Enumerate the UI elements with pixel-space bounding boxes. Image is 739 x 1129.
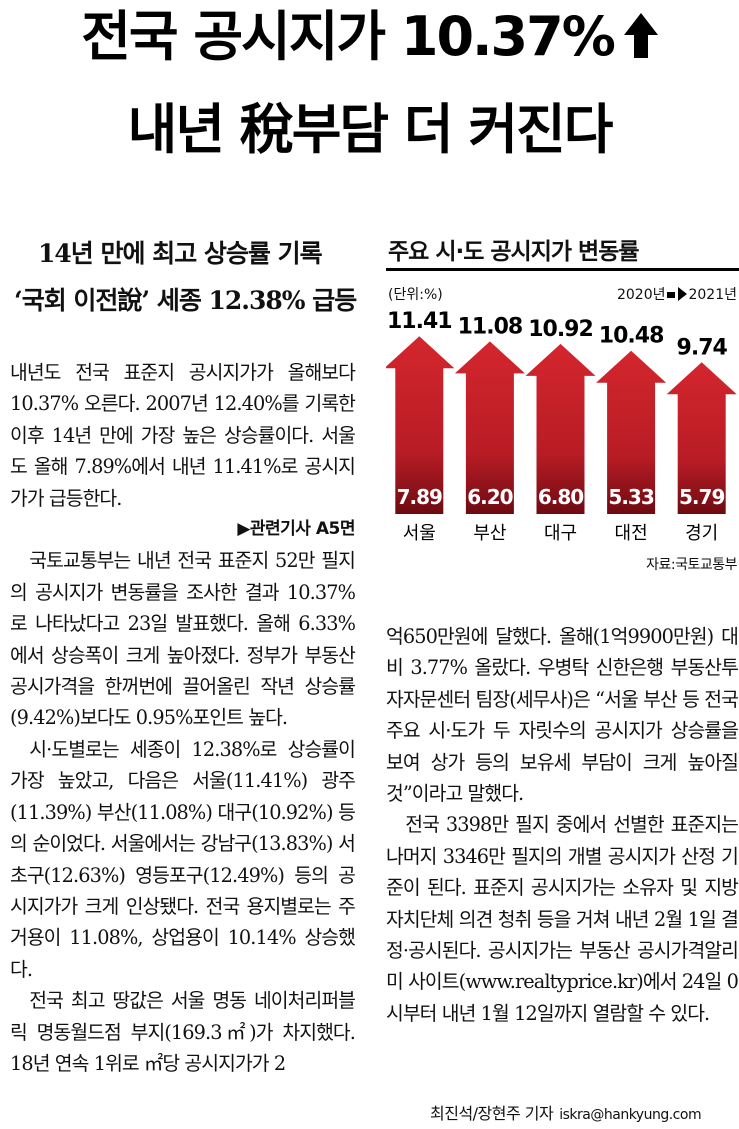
chart-plot: 11.41 7.89 서울 11.08 6.20 부산 10.92 6.80 대구 10.48 5.…	[386, 309, 737, 544]
chart-title-rule	[386, 268, 739, 271]
headline-line1: 전국 공시지가 10.37%	[0, 10, 739, 64]
chart-arrow-bar-3	[525, 343, 596, 514]
chart-value-2021-1: 11.41	[387, 309, 452, 334]
article-column-right: 억650만원에 달했다. 올해(1억9900만원) 대비 3.77% 올랐다. …	[386, 621, 739, 1029]
article-lead: 내년도 전국 표준지 공시지가가 올해보다 10.37% 오른다. 2007년 …	[10, 361, 356, 510]
chart-value-2020-1: 7.89	[397, 485, 442, 509]
chart-value-2020-3: 6.80	[538, 485, 583, 509]
chart-arrow-bar-2	[454, 341, 525, 514]
chart-source: 자료:국토교통부	[646, 557, 737, 573]
chart-unit: (단위:%)	[388, 287, 443, 303]
chart-value-2021-3: 10.92	[528, 317, 593, 342]
subhead-2: ‘국회 이전說’ 세종 12.38% 급등	[14, 286, 357, 315]
byline-names: 최진석/장현주 기자	[430, 1104, 554, 1123]
article-column-left: 내년도 전국 표준지 공시지가가 올해보다 10.37% 오른다. 2007년 …	[10, 357, 356, 1079]
chart: 주요 시·도 공시지가 변동률 (단위:%) 2020년 2021년 11.41 7…	[386, 232, 739, 582]
chart-category-2: 부산	[473, 523, 506, 544]
article-paragraph-3: 전국 최고 땅값은 서울 명동 네이처리퍼블릭 명동월드점 부지(169.3㎡)…	[10, 989, 356, 1075]
article-paragraph-4: 전국 3398만 필지 중에서 선별한 표준지는 나머지 3346만 필지의 개…	[386, 813, 739, 1025]
article-paragraph-2: 시·도별로는 세종이 12.38%로 상승률이 가장 높았고, 다음은 서울(1…	[10, 737, 356, 981]
chart-value-2021-5: 9.74	[677, 335, 728, 360]
headline-line2: 내년 稅부담 더 커진다	[127, 98, 614, 161]
chart-arrow-bar-5	[666, 362, 737, 514]
chart-value-2021-2: 11.08	[458, 314, 523, 339]
chart-value-2021-4: 10.48	[599, 324, 664, 349]
chart-arrow-bar-1	[386, 336, 455, 514]
legend-arrow-icon	[667, 292, 676, 298]
chart-value-2020-4: 5.33	[608, 485, 653, 509]
headline-line1-text: 전국 공시지가 10.37%	[81, 5, 616, 68]
chart-category-5: 경기	[685, 523, 718, 544]
subhead-1: 14년 만에 최고 상승률 기록	[38, 239, 323, 268]
chart-title: 주요 시·도 공시지가 변동률	[388, 239, 640, 265]
article-paragraph-3-cont: 억650만원에 달했다. 올해(1억9900만원) 대비 3.77% 올랐다. …	[386, 625, 739, 806]
byline: 최진석/장현주 기자 iskra@hankyung.com	[430, 1100, 702, 1124]
chart-category-3: 대구	[544, 523, 577, 544]
article-paragraph-1: 국토교통부는 내년 전국 표준지 52만 필지의 공시지가 변동률을 조사한 결…	[10, 549, 356, 730]
related-article-link[interactable]: ▶관련기사 A5면	[237, 519, 355, 540]
up-arrow-icon	[623, 13, 658, 59]
chart-category-4: 대전	[615, 523, 648, 544]
chart-legend: 2020년 2021년	[617, 284, 737, 304]
legend-to: 2021년	[688, 287, 737, 303]
chart-value-2020-5: 5.79	[679, 485, 724, 509]
chart-arrow-bar-4	[596, 350, 667, 514]
chart-value-2020-2: 6.20	[467, 485, 512, 509]
chart-category-1: 서울	[403, 523, 436, 544]
byline-email[interactable]: iskra@hankyung.com	[559, 1107, 702, 1123]
legend-from: 2020년	[616, 287, 666, 303]
